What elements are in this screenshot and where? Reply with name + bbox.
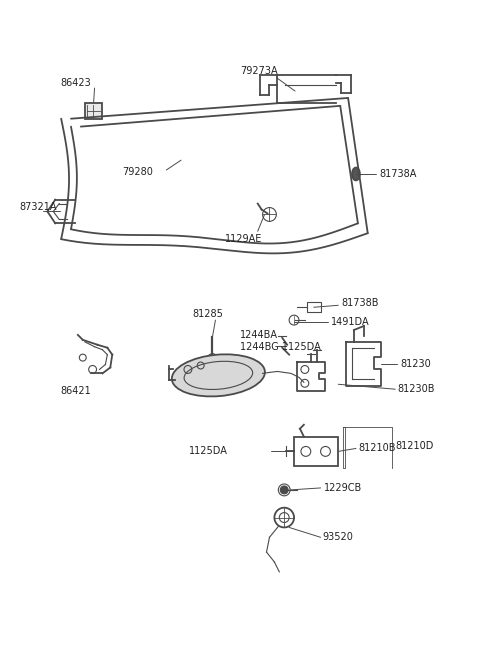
Text: 79273A: 79273A [240, 66, 277, 76]
Text: 79280: 79280 [122, 167, 153, 177]
Text: 1129AE: 1129AE [225, 234, 263, 244]
Text: 1229CB: 1229CB [324, 483, 362, 493]
Circle shape [280, 486, 288, 494]
Text: 93520: 93520 [323, 533, 353, 542]
Text: 1244BA: 1244BA [240, 330, 278, 340]
Text: 87321A: 87321A [19, 202, 57, 212]
Text: 81210D: 81210D [395, 441, 433, 451]
Text: 81738B: 81738B [341, 298, 379, 309]
Text: 86421: 86421 [60, 386, 91, 396]
Bar [307, 303, 321, 312]
Ellipse shape [172, 354, 265, 396]
Ellipse shape [352, 168, 360, 180]
Bar [85, 103, 102, 119]
Text: 81738A: 81738A [380, 169, 417, 179]
Text: 1491DA: 1491DA [331, 317, 370, 327]
Text: 1125DA: 1125DA [189, 447, 228, 457]
Bar [294, 437, 338, 466]
Text: 81230: 81230 [400, 358, 431, 369]
Text: 86423: 86423 [60, 78, 91, 88]
Text: 1244BG 1125DA: 1244BG 1125DA [240, 342, 321, 352]
Text: 81230B: 81230B [397, 384, 435, 394]
Text: 81210B: 81210B [358, 443, 396, 453]
Text: 81285: 81285 [193, 309, 224, 319]
